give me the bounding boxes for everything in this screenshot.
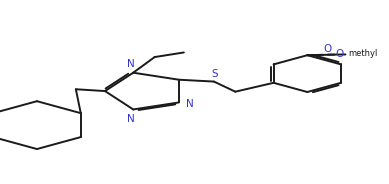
Text: methyl: methyl [348, 49, 378, 58]
Text: O: O [335, 49, 343, 59]
Text: O: O [323, 44, 331, 54]
Text: N: N [128, 59, 135, 69]
Text: N: N [186, 99, 194, 109]
Text: S: S [211, 69, 218, 79]
Text: N: N [128, 114, 135, 123]
